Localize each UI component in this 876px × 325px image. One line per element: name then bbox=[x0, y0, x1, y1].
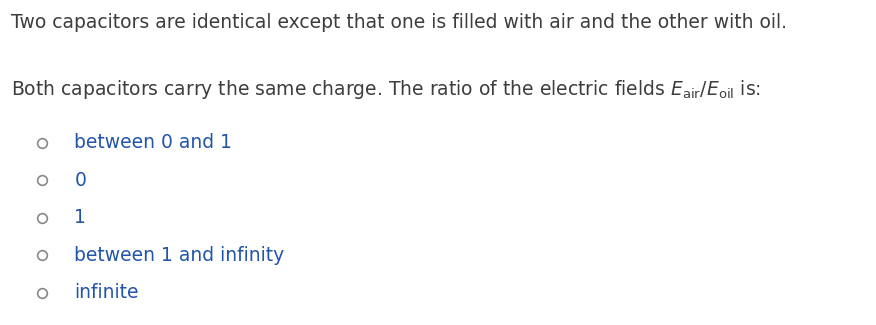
Text: between 0 and 1: between 0 and 1 bbox=[74, 134, 232, 152]
Text: 1: 1 bbox=[74, 208, 87, 227]
Text: infinite: infinite bbox=[74, 283, 139, 302]
Text: 0: 0 bbox=[74, 171, 87, 190]
Text: between 1 and infinity: between 1 and infinity bbox=[74, 246, 285, 265]
Text: Both capacitors carry the same charge. The ratio of the electric fields $\mathit: Both capacitors carry the same charge. T… bbox=[11, 78, 760, 101]
Text: Two capacitors are identical except that one is filled with air and the other wi: Two capacitors are identical except that… bbox=[11, 13, 787, 32]
